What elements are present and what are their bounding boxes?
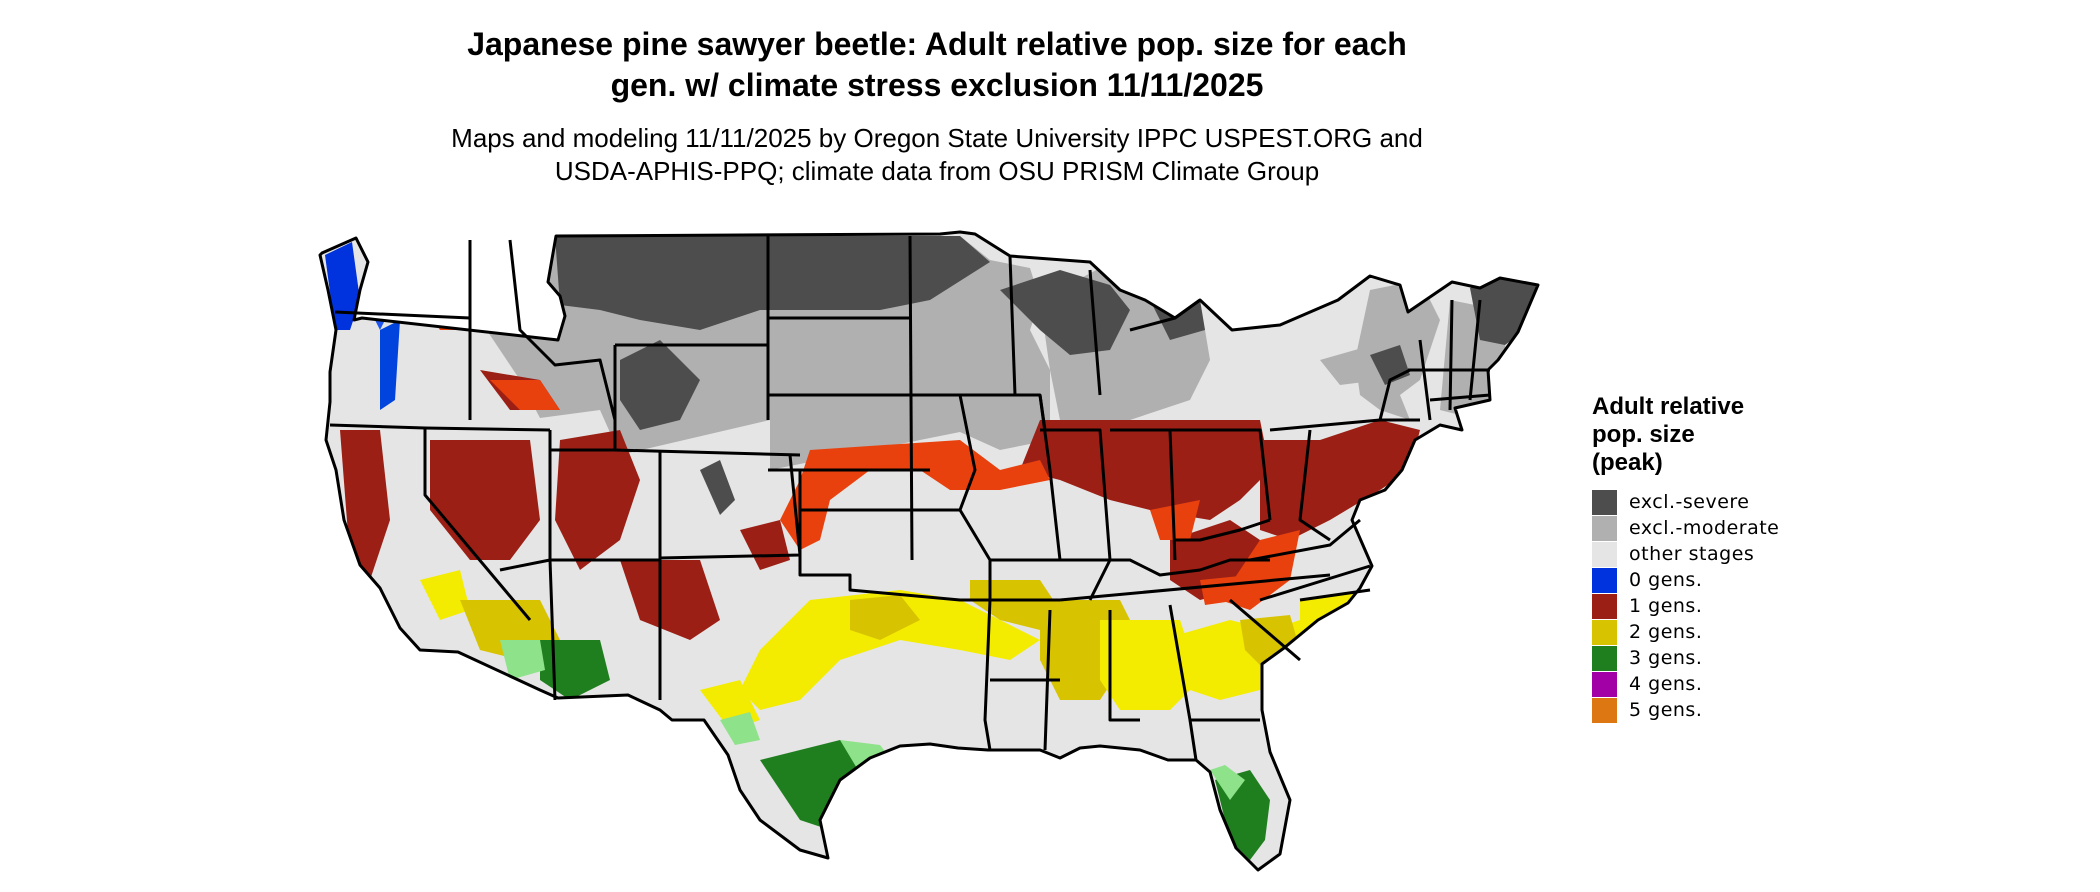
legend-item: 4 gens. bbox=[1592, 671, 1892, 697]
legend-swatch bbox=[1592, 567, 1617, 593]
legend-swatch bbox=[1592, 593, 1617, 619]
legend-item: 2 gens. bbox=[1592, 619, 1892, 645]
legend-swatch bbox=[1592, 619, 1617, 645]
legend-label: excl.-severe bbox=[1629, 491, 1750, 513]
legend-swatch bbox=[1592, 489, 1617, 515]
legend-label: 0 gens. bbox=[1629, 569, 1703, 591]
legend-label: 5 gens. bbox=[1629, 699, 1703, 721]
legend-swatch bbox=[1592, 671, 1617, 697]
legend-item: 5 gens. bbox=[1592, 697, 1892, 723]
legend-item: other stages bbox=[1592, 541, 1892, 567]
legend-swatch bbox=[1592, 697, 1617, 723]
legend-swatch bbox=[1592, 645, 1617, 671]
legend-title-line-3: (peak) bbox=[1592, 449, 1663, 476]
map-legend: Adult relative pop. size (peak) excl.-se… bbox=[1592, 393, 1892, 723]
legend-label: 2 gens. bbox=[1629, 621, 1703, 643]
legend-item: excl.-moderate bbox=[1592, 515, 1892, 541]
legend-label: other stages bbox=[1629, 543, 1755, 565]
legend-label: 4 gens. bbox=[1629, 673, 1703, 695]
legend-label: excl.-moderate bbox=[1629, 517, 1780, 539]
map-title-line-1: Japanese pine sawyer beetle: Adult relat… bbox=[467, 26, 1407, 62]
legend-label: 1 gens. bbox=[1629, 595, 1703, 617]
legend-title-line-2: pop. size bbox=[1592, 421, 1695, 448]
map-title-line-2: gen. w/ climate stress exclusion 11/11/2… bbox=[610, 67, 1264, 103]
legend-swatch bbox=[1592, 541, 1617, 567]
map-subtitle-line-1: Maps and modeling 11/11/2025 by Oregon S… bbox=[451, 123, 1423, 153]
legend-item: 0 gens. bbox=[1592, 567, 1892, 593]
legend-item: 3 gens. bbox=[1592, 645, 1892, 671]
legend-item: excl.-severe bbox=[1592, 489, 1892, 515]
legend-label: 3 gens. bbox=[1629, 647, 1703, 669]
map-subtitle-line-2: USDA-APHIS-PPQ; climate data from OSU PR… bbox=[554, 156, 1320, 186]
legend-title-line-1: Adult relative bbox=[1592, 393, 1745, 420]
legend-title: Adult relative pop. size (peak) bbox=[1592, 393, 1892, 477]
map-title: Japanese pine sawyer beetle: Adult relat… bbox=[0, 24, 1874, 106]
legend-item: 1 gens. bbox=[1592, 593, 1892, 619]
legend-items: excl.-severe excl.-moderate other stages 0 … bbox=[1592, 489, 1892, 723]
map-subtitle: Maps and modeling 11/11/2025 by Oregon S… bbox=[0, 122, 1874, 188]
legend-swatch bbox=[1592, 515, 1617, 541]
